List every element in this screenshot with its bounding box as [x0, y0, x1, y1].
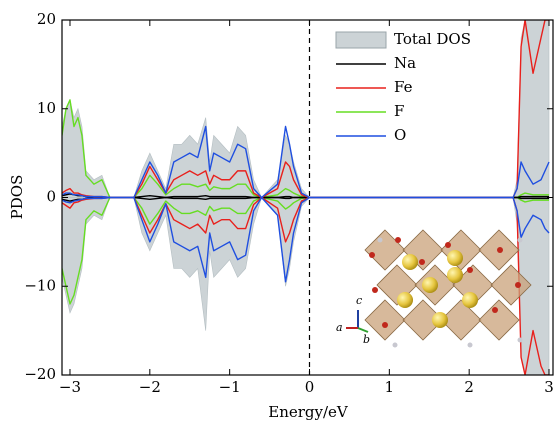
legend-label: Na: [394, 54, 416, 72]
x-tick-label: 3: [544, 378, 554, 396]
x-tick-label: 2: [464, 378, 474, 396]
atom-na: [432, 312, 448, 328]
atom-na: [462, 292, 478, 308]
atom-na: [447, 267, 463, 283]
legend-label: Total DOS: [394, 30, 471, 48]
legend-swatch: [336, 32, 386, 48]
octahedron: [365, 230, 405, 270]
y-tick-label: 10: [37, 99, 56, 117]
atom-o: [382, 322, 388, 328]
x-tick-label: −3: [59, 378, 81, 396]
page: {"chart_data": { "type": "dos", "xlabel"…: [0, 0, 558, 423]
axis-label-b: b: [363, 333, 370, 346]
x-tick-label: −2: [139, 378, 161, 396]
pdos-line: [62, 20, 549, 198]
atom-o: [515, 282, 521, 288]
octahedron: [365, 300, 405, 340]
atom-f: [518, 338, 523, 343]
axis-b: [358, 328, 368, 332]
atom-f: [393, 343, 398, 348]
atom-f: [518, 238, 523, 243]
y-tick-label: 0: [46, 188, 56, 206]
x-tick-label: 1: [385, 378, 395, 396]
x-axis-label: Energy/eV: [268, 403, 349, 421]
octahedron: [441, 230, 481, 270]
atom-na: [397, 292, 413, 308]
octahedron: [479, 300, 519, 340]
atom-f: [468, 343, 473, 348]
total-dos-area: [62, 20, 549, 198]
atom-o: [497, 247, 503, 253]
atom-o: [369, 252, 375, 258]
atom-o: [395, 237, 401, 243]
pdos-line: [62, 127, 549, 198]
atom-o: [445, 242, 451, 248]
y-tick-label: 20: [37, 10, 56, 28]
legend-label: O: [394, 126, 406, 144]
legend-label: F: [394, 102, 404, 120]
atom-o: [492, 307, 498, 313]
atom-o: [467, 267, 473, 273]
chart: abc Energy/eV PDOS −3−2−10123−20−1001020…: [0, 0, 558, 423]
axis-label-a: a: [336, 321, 343, 334]
pdos-line: [62, 100, 549, 198]
crystal-inset: a b c: [336, 230, 531, 348]
x-tick-label: −1: [219, 378, 241, 396]
atom-o: [372, 287, 378, 293]
y-tick-label: −20: [24, 365, 56, 383]
y-tick-label: −10: [24, 276, 56, 294]
atom-na: [422, 277, 438, 293]
x-tick-label: 0: [305, 378, 315, 396]
atom-f: [378, 238, 383, 243]
y-axis-label: PDOS: [8, 175, 26, 220]
axis-label-c: c: [356, 294, 362, 307]
atom-o: [419, 259, 425, 265]
legend-label: Fe: [394, 78, 413, 96]
atom-na: [402, 254, 418, 270]
atom-na: [447, 250, 463, 266]
